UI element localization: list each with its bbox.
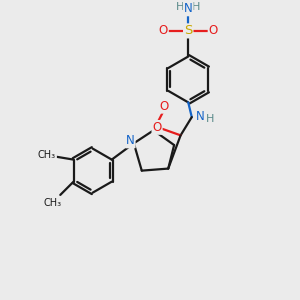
Text: O: O — [159, 24, 168, 38]
Text: O: O — [152, 121, 162, 134]
Text: CH₃: CH₃ — [44, 198, 62, 208]
Text: O: O — [160, 100, 169, 113]
Text: CH₃: CH₃ — [38, 150, 56, 160]
Text: N: N — [126, 134, 135, 147]
Text: S: S — [184, 24, 192, 38]
Text: N: N — [196, 110, 205, 123]
Text: H: H — [192, 2, 201, 12]
Text: O: O — [208, 24, 218, 38]
Text: N: N — [184, 2, 193, 15]
Text: H: H — [206, 115, 214, 124]
Text: H: H — [176, 2, 184, 12]
